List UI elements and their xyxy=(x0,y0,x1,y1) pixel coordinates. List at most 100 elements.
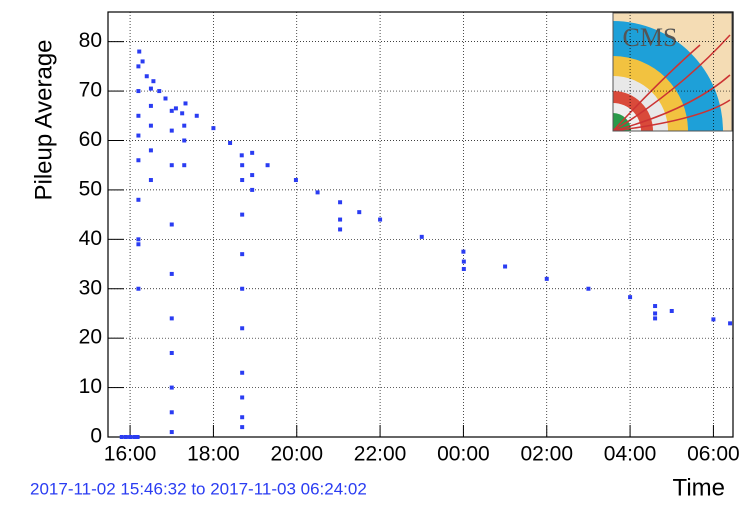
point xyxy=(503,264,508,269)
point xyxy=(586,286,591,291)
point xyxy=(240,178,245,183)
point xyxy=(293,178,298,183)
point xyxy=(135,435,140,439)
point xyxy=(169,430,174,435)
x-tick-label: 06:00 xyxy=(687,443,740,466)
point xyxy=(250,173,255,178)
point xyxy=(240,212,245,217)
y-tick-label: 10 xyxy=(79,375,102,398)
point xyxy=(136,89,141,94)
point xyxy=(173,106,178,111)
point xyxy=(123,435,128,439)
point xyxy=(669,308,674,313)
point xyxy=(240,326,245,331)
point xyxy=(136,242,141,247)
y-axis-label: Pileup Average xyxy=(30,39,57,200)
x-tick-label: 02:00 xyxy=(520,443,573,466)
point xyxy=(728,321,733,326)
x-tick-label: 00:00 xyxy=(437,443,490,466)
point xyxy=(169,108,174,113)
x-axis-label: Time xyxy=(673,474,725,501)
x-tick-label: 16:00 xyxy=(104,443,157,466)
x-tick-label: 20:00 xyxy=(270,443,323,466)
point xyxy=(265,163,270,168)
logo-text: CMS xyxy=(623,23,678,52)
point xyxy=(357,210,362,215)
point xyxy=(151,79,156,84)
point xyxy=(169,271,174,276)
point xyxy=(148,86,153,91)
point xyxy=(419,234,424,239)
point xyxy=(315,190,320,195)
point xyxy=(128,435,133,439)
x-tick-label: 04:00 xyxy=(604,443,657,466)
point xyxy=(148,103,153,108)
point xyxy=(136,286,141,291)
point xyxy=(136,64,141,69)
point xyxy=(136,133,141,138)
point xyxy=(711,317,716,322)
y-tick-label: 30 xyxy=(79,276,102,299)
point xyxy=(157,89,162,94)
point xyxy=(653,311,658,316)
point xyxy=(136,237,141,242)
point xyxy=(169,410,174,415)
point xyxy=(148,178,153,183)
point xyxy=(140,59,145,64)
y-tick-label: 80 xyxy=(79,29,102,52)
point xyxy=(628,295,633,300)
point xyxy=(461,259,466,264)
y-tick-label: 0 xyxy=(90,425,102,448)
logo: CMS xyxy=(612,12,733,132)
point xyxy=(240,425,245,430)
point xyxy=(250,187,255,192)
point xyxy=(653,304,658,309)
point xyxy=(338,227,343,232)
point xyxy=(338,200,343,205)
point xyxy=(148,148,153,153)
point xyxy=(182,138,187,143)
point xyxy=(194,113,199,118)
x-tick-label: 22:00 xyxy=(354,443,407,466)
point xyxy=(137,49,142,54)
point xyxy=(240,163,245,168)
point xyxy=(136,197,141,202)
point xyxy=(240,395,245,400)
point xyxy=(378,217,383,222)
point xyxy=(240,286,245,291)
point xyxy=(653,316,658,321)
point xyxy=(240,370,245,375)
y-tick-label: 40 xyxy=(79,227,102,250)
point xyxy=(163,96,168,101)
y-tick-label: 60 xyxy=(79,128,102,151)
point xyxy=(169,222,174,227)
point xyxy=(148,123,153,128)
point xyxy=(169,316,174,321)
annotation: 2017-11-02 15:46:32 to 2017-11-03 06:24:… xyxy=(30,479,367,498)
point xyxy=(250,150,255,155)
point xyxy=(169,163,174,168)
point xyxy=(240,252,245,257)
point xyxy=(183,101,188,106)
point xyxy=(136,113,141,118)
point xyxy=(239,153,244,158)
x-tick-label: 18:00 xyxy=(187,443,240,466)
y-tick-label: 20 xyxy=(79,326,102,349)
y-tick-label: 50 xyxy=(79,177,102,200)
point xyxy=(136,158,141,163)
point xyxy=(169,350,174,355)
point xyxy=(461,266,466,271)
point xyxy=(169,385,174,390)
point xyxy=(211,126,216,131)
point xyxy=(338,217,343,222)
point xyxy=(544,276,549,281)
y-tick-label: 70 xyxy=(79,79,102,102)
point xyxy=(180,111,185,116)
point xyxy=(182,163,187,168)
point xyxy=(119,435,124,439)
point xyxy=(144,74,149,79)
point xyxy=(182,123,187,128)
point xyxy=(461,249,466,254)
